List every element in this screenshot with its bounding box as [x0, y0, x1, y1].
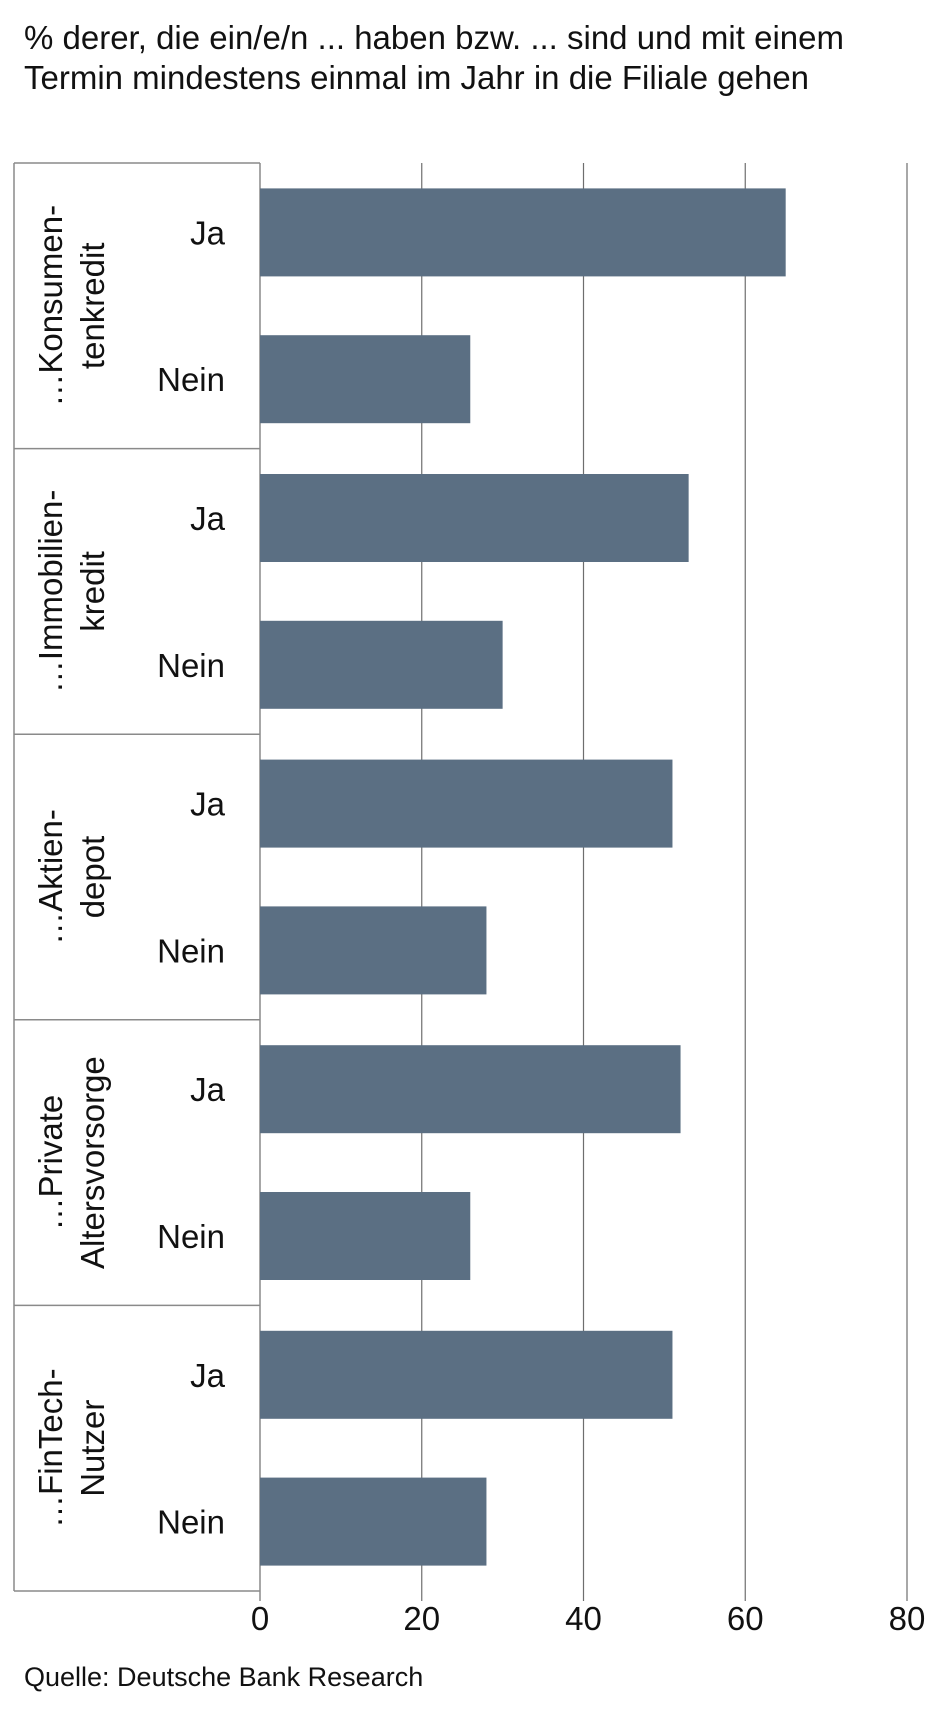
x-tick-label: 20 [403, 1600, 440, 1637]
bar [260, 474, 689, 562]
group-label-line: …Immobilien- [32, 490, 69, 694]
group-labels: …Konsumen-tenkredit …Immobilien-kredit …Ak… [32, 205, 111, 1528]
bar [260, 1192, 471, 1280]
bar [260, 188, 786, 277]
bar [260, 620, 503, 709]
group-label-line: …Private [32, 1095, 69, 1231]
group-label: …Immobilien-kredit [32, 490, 111, 694]
bar-label: Ja [190, 1357, 226, 1394]
x-tick-label: 80 [889, 1600, 926, 1637]
group-label-line: …Aktien- [32, 809, 69, 945]
x-tick-label: 60 [727, 1600, 764, 1637]
x-axis-ticks: 0 20 40 60 80 [251, 1600, 926, 1637]
group-label: …FinTech- Nutzer [32, 1368, 111, 1528]
x-tick-label: 40 [565, 1600, 602, 1637]
group-label-line: tenkredit [74, 243, 111, 370]
bar [260, 759, 673, 848]
group-label: …Aktien-depot [32, 809, 111, 945]
bar-label: Ja [190, 214, 226, 251]
bar [260, 1330, 673, 1419]
bars [260, 188, 786, 1566]
bar-labels: Ja Nein Ja Nein Ja Nein Ja Nein Ja Nein [157, 214, 226, 1540]
group-label-line: Altersvorsorge [74, 1056, 111, 1269]
group-label-line: …Konsumen- [32, 205, 69, 407]
group-label-line: Nutzer [74, 1400, 111, 1497]
bar-label: Ja [190, 786, 226, 823]
group-label: …Private Altersvorsorge [32, 1056, 111, 1269]
group-label-line: depot [74, 836, 111, 919]
chart-title: % derer, die ein/e/n ... haben bzw. ... … [24, 19, 844, 96]
bar-label: Nein [157, 1504, 225, 1541]
bar-label: Ja [190, 1071, 226, 1108]
bar-label: Nein [157, 361, 225, 398]
group-label-line: …FinTech- [32, 1368, 69, 1528]
x-tick-label: 0 [251, 1600, 269, 1637]
bar-label: Nein [157, 647, 225, 684]
bar-label: Nein [157, 1218, 225, 1255]
source-note: Quelle: Deutsche Bank Research [24, 1662, 424, 1692]
bar [260, 906, 487, 995]
bar [260, 335, 471, 424]
bar-label: Ja [190, 500, 226, 537]
bar-label: Nein [157, 932, 225, 969]
bar [260, 1045, 681, 1134]
group-label: …Konsumen-tenkredit [32, 205, 111, 407]
group-label-line: kredit [74, 551, 111, 632]
bar [260, 1477, 487, 1566]
